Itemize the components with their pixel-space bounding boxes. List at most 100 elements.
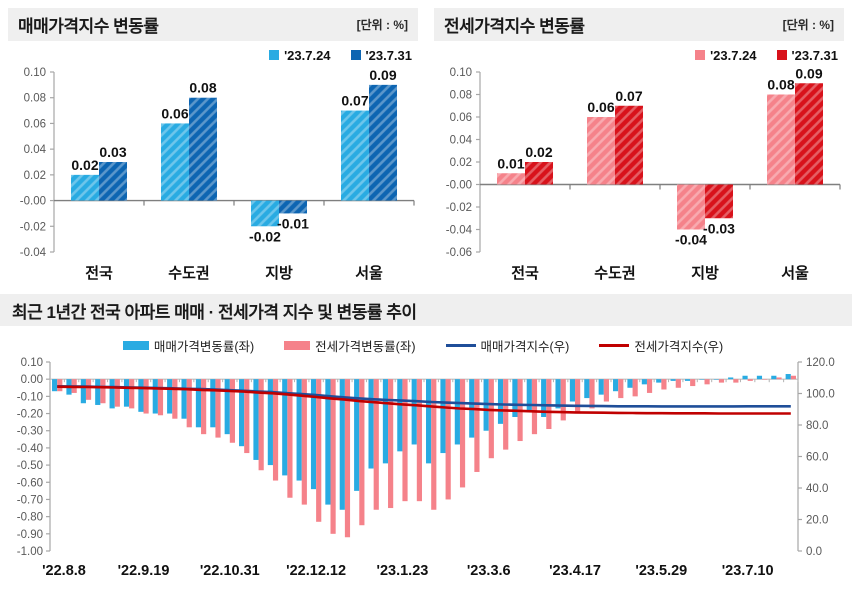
svg-text:-0.03: -0.03: [703, 220, 735, 236]
svg-text:0.0: 0.0: [806, 546, 822, 558]
legend-swatch: [445, 343, 476, 347]
svg-text:-0.90: -0.90: [17, 529, 43, 541]
svg-text:수도권: 수도권: [168, 264, 209, 282]
svg-text:20.0: 20.0: [806, 515, 828, 527]
svg-text:0.02: 0.02: [24, 170, 46, 182]
legend-item: '23.7.24: [695, 47, 757, 63]
sale-panel-title: 매매가격지수 변동률: [18, 17, 159, 36]
svg-text:40.0: 40.0: [806, 483, 828, 495]
legend-item: 전세가격변동률(좌): [284, 336, 416, 355]
svg-text:-0.70: -0.70: [17, 494, 43, 506]
legend-swatch: [776, 50, 787, 60]
svg-text:전국: 전국: [85, 265, 113, 282]
svg-text:0.06: 0.06: [161, 105, 188, 121]
svg-text:0.02: 0.02: [71, 157, 98, 173]
legend-label: '23.7.31: [791, 47, 838, 63]
legend-label: '23.7.24: [710, 47, 757, 63]
svg-text:100.0: 100.0: [806, 389, 835, 401]
svg-text:'22.8.8: '22.8.8: [42, 563, 86, 579]
svg-text:0.10: 0.10: [21, 357, 43, 369]
legend-label: 매매가격변동률(좌): [153, 339, 255, 354]
legend-swatch: [284, 340, 311, 350]
svg-text:'22.10.31: '22.10.31: [200, 563, 260, 579]
legend-label: 전세가격변동률(좌): [315, 339, 416, 354]
svg-text:0.07: 0.07: [341, 93, 368, 109]
jeonse-price-panel: 전세가격지수 변동률 [단위 : %] '23.7.24 '23.7.31 0.1…: [434, 8, 844, 284]
svg-text:-0.04: -0.04: [446, 225, 473, 237]
sale-price-panel: 매매가격지수 변동률 [단위 : %] '23.7.24 '23.7.31 0.1…: [8, 8, 418, 284]
legend-label: '23.7.31: [365, 47, 412, 63]
svg-text:-0.60: -0.60: [17, 477, 43, 489]
svg-text:'23.4.17: '23.4.17: [549, 563, 601, 579]
legend-label: 전세가격지수(우): [634, 339, 724, 354]
svg-text:-0.01: -0.01: [277, 215, 309, 231]
svg-text:0.07: 0.07: [615, 88, 642, 104]
svg-text:120.0: 120.0: [806, 357, 835, 369]
svg-text:0.03: 0.03: [99, 144, 126, 160]
legend-item: 매매가격지수(우): [445, 336, 570, 355]
svg-text:전국: 전국: [511, 265, 539, 282]
jeonse-panel-header: 전세가격지수 변동률 [단위 : %]: [434, 8, 844, 41]
svg-text:-0.02: -0.02: [446, 202, 472, 214]
jeonse-panel-unit: [단위 : %]: [782, 18, 834, 32]
svg-text:-0.80: -0.80: [17, 512, 43, 524]
svg-text:0.06: 0.06: [587, 99, 614, 115]
svg-text:-0.10: -0.10: [17, 391, 43, 403]
svg-text:0.09: 0.09: [369, 67, 396, 83]
svg-text:'22.9.19: '22.9.19: [118, 563, 170, 579]
svg-text:서울: 서울: [781, 265, 809, 282]
trend-section-title: 최근 1년간 전국 아파트 매매 · 전세가격 지수 및 변동률 추이: [12, 302, 417, 322]
svg-text:'23.3.6: '23.3.6: [467, 563, 511, 579]
svg-text:-0.50: -0.50: [17, 460, 43, 472]
top-charts-row: 매매가격지수 변동률 [단위 : %] '23.7.24 '23.7.31 0.1…: [0, 0, 852, 284]
svg-text:'23.1.23: '23.1.23: [377, 563, 429, 579]
svg-text:0.04: 0.04: [450, 135, 473, 147]
trend-combo-chart: 0.10 0.00 -0.10 -0.20 -0.30 -0.40 -0.50 -0.60 -0…: [17, 357, 835, 579]
svg-text:-0.40: -0.40: [17, 443, 43, 455]
legend-swatch: [269, 50, 280, 60]
svg-text:0.10: 0.10: [24, 67, 46, 79]
svg-text:0.08: 0.08: [24, 93, 46, 105]
svg-text:-0.30: -0.30: [17, 426, 43, 438]
svg-text:0.02: 0.02: [525, 144, 552, 160]
jeonse-chart-legend: '23.7.24 '23.7.31: [434, 41, 844, 66]
svg-text:-0.02: -0.02: [20, 221, 46, 233]
legend-item: '23.7.31: [350, 47, 412, 63]
svg-text:60.0: 60.0: [806, 452, 828, 464]
svg-text:-0.02: -0.02: [249, 228, 281, 244]
legend-label: '23.7.24: [284, 47, 331, 63]
svg-text:0.10: 0.10: [450, 67, 472, 79]
svg-text:0.08: 0.08: [189, 80, 216, 96]
sale-panel-header: 매매가격지수 변동률 [단위 : %]: [8, 8, 418, 41]
svg-text:0.08: 0.08: [450, 90, 472, 102]
svg-text:-0.04: -0.04: [675, 232, 707, 248]
svg-text:-0.20: -0.20: [17, 409, 43, 421]
legend-item: '23.7.31: [776, 47, 838, 63]
jeonse-bar-chart: 0.10 0.08 0.06 0.04 0.02 -0.00 -0.02 -0.04 -0.06…: [446, 66, 841, 282]
svg-text:-0.06: -0.06: [446, 247, 472, 259]
trend-chart-legend: 매매가격변동률(좌) 전세가격변동률(좌) 매매가격지수(우) 전세가격지수(우): [0, 332, 852, 355]
legend-item: 전세가격지수(우): [599, 336, 723, 355]
svg-text:-0.00: -0.00: [20, 196, 46, 208]
svg-text:80.0: 80.0: [806, 420, 828, 432]
svg-text:서울: 서울: [355, 265, 383, 282]
svg-text:0.00: 0.00: [21, 374, 43, 386]
legend-swatch: [122, 340, 149, 350]
legend-swatch: [599, 343, 630, 347]
svg-text:0.06: 0.06: [450, 112, 472, 124]
legend-swatch: [695, 50, 706, 60]
svg-text:0.08: 0.08: [767, 77, 794, 93]
svg-text:수도권: 수도권: [594, 264, 635, 282]
svg-text:'23.7.10: '23.7.10: [722, 563, 774, 579]
legend-item: '23.7.24: [269, 47, 331, 63]
svg-text:'22.12.12: '22.12.12: [286, 563, 346, 579]
legend-swatch: [350, 50, 361, 60]
sale-chart-legend: '23.7.24 '23.7.31: [8, 41, 418, 66]
svg-text:0.02: 0.02: [450, 157, 472, 169]
svg-text:0.06: 0.06: [24, 118, 46, 130]
jeonse-panel-title: 전세가격지수 변동률: [444, 17, 585, 36]
legend-label: 매매가격지수(우): [480, 339, 570, 354]
sale-panel-unit: [단위 : %]: [356, 18, 408, 32]
svg-text:-1.00: -1.00: [17, 546, 43, 558]
